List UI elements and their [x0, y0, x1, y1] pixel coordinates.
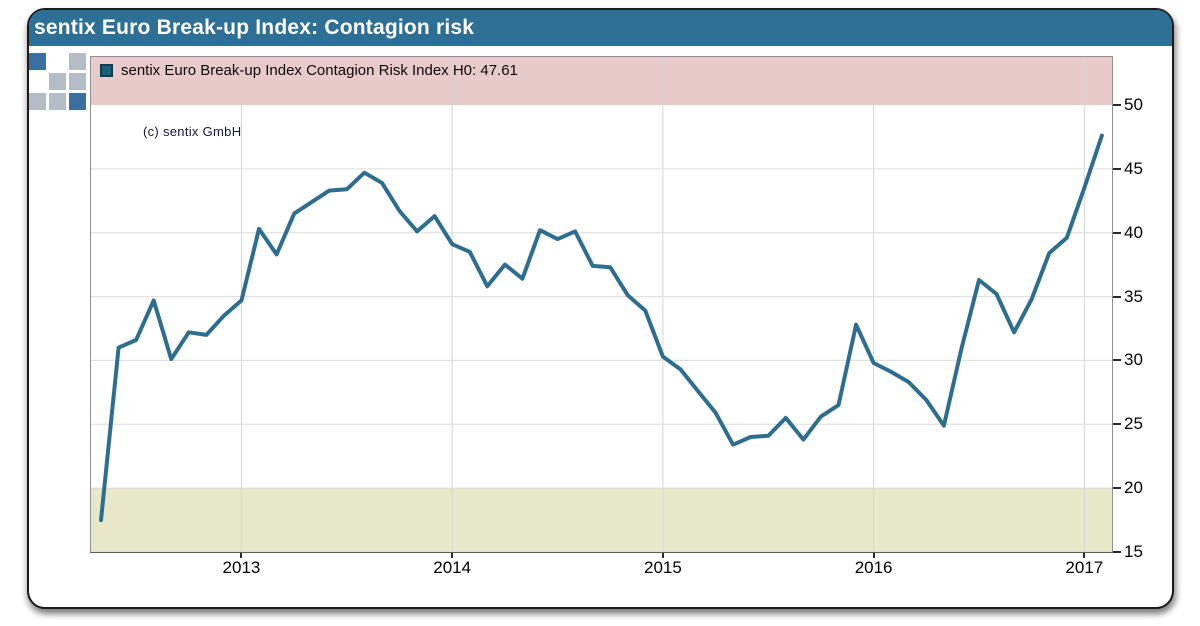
y-axis-label: 40 — [1124, 222, 1143, 242]
x-axis-tick — [1083, 553, 1086, 558]
y-axis-tick — [1113, 423, 1121, 426]
x-axis-label: 2013 — [222, 558, 261, 577]
logo-square — [49, 73, 66, 90]
logo-square — [49, 93, 66, 110]
x-axis-tick — [451, 553, 454, 558]
y-axis-tick — [1113, 295, 1121, 298]
y-axis-label: 45 — [1124, 158, 1143, 178]
legend: sentix Euro Break-up Index Contagion Ris… — [100, 62, 518, 79]
threshold-band — [91, 57, 1112, 105]
copyright-note: (c) sentix GmbH — [143, 124, 242, 139]
y-axis-label: 25 — [1124, 414, 1143, 434]
y-axis-label: 20 — [1124, 478, 1143, 498]
chart-plot-area — [90, 56, 1113, 553]
x-axis-tick — [240, 553, 243, 558]
window-title-bar: sentix Euro Break-up Index: Contagion ri… — [29, 10, 1172, 46]
threshold-band — [91, 488, 1112, 552]
y-axis-tick — [1113, 231, 1121, 234]
logo-square — [69, 93, 86, 110]
y-axis-tick — [1113, 167, 1121, 170]
x-axis-label: 2014 — [433, 558, 472, 577]
line-chart-svg — [91, 57, 1112, 552]
logo-square — [29, 93, 46, 110]
logo-square — [29, 53, 46, 70]
y-axis-label: 30 — [1124, 350, 1143, 370]
y-axis-tick — [1113, 104, 1121, 106]
x-axis-tick — [872, 553, 875, 558]
sentix-logo-icon — [29, 53, 86, 110]
x-axis-label: 2017 — [1065, 558, 1104, 577]
legend-series-marker-icon — [100, 64, 113, 77]
y-axis-tick — [1113, 550, 1121, 553]
line-series-contagion-risk — [99, 133, 1104, 523]
x-axis-label: 2015 — [643, 558, 682, 577]
y-axis-tick — [1113, 359, 1121, 362]
logo-square — [69, 73, 86, 90]
y-axis-label: 15 — [1124, 541, 1143, 561]
x-axis-label: 2016 — [854, 558, 893, 577]
y-axis-tick — [1113, 487, 1121, 490]
y-axis-label: 35 — [1124, 286, 1143, 306]
x-axis-tick — [661, 553, 664, 558]
logo-square — [69, 53, 86, 70]
y-axis-label: 50 — [1124, 95, 1143, 114]
legend-label: sentix Euro Break-up Index Contagion Ris… — [121, 62, 518, 79]
page-title: sentix Euro Break-up Index: Contagion ri… — [34, 16, 475, 39]
